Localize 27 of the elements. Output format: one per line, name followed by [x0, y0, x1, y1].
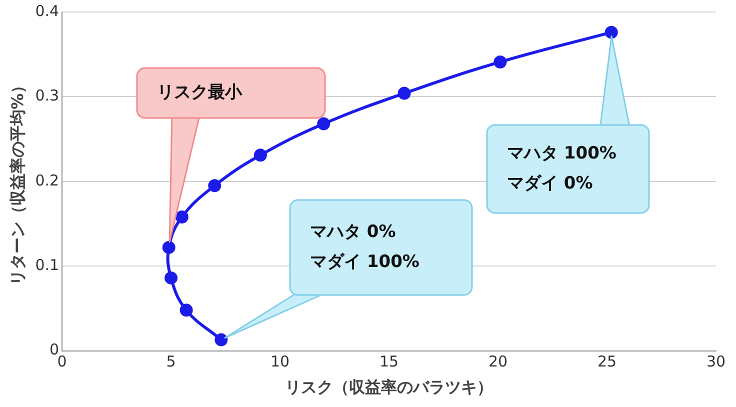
y-tick-label: 0: [50, 340, 60, 359]
y-tick-label: 0.1: [35, 256, 60, 274]
point: [162, 240, 176, 254]
annotation: マハタ 100% マダイ 0%: [507, 144, 616, 194]
point: [214, 333, 228, 346]
annotation: マハタ 0% マダイ 100%: [310, 222, 420, 272]
point: [494, 55, 507, 68]
point: [604, 26, 618, 39]
point: [254, 148, 267, 162]
point: [164, 271, 178, 284]
y-tick-label: 0.2: [35, 171, 60, 190]
point: [208, 179, 222, 192]
y-tick-label: 0.3: [35, 86, 60, 105]
x-tick-label: 15: [379, 352, 399, 371]
point: [180, 304, 193, 317]
x-axis-title: リスク（収益率のバラツキ）: [285, 378, 494, 397]
y-tick-label: 0.4: [35, 2, 60, 20]
x-tick-label: 20: [488, 352, 508, 371]
x-tick-label: 10: [270, 352, 290, 371]
x-tick-label: 25: [597, 352, 617, 371]
annotation: リスク最小: [157, 82, 243, 103]
point: [398, 86, 411, 100]
x-tick-label: 30: [706, 352, 726, 371]
y-axis-title: リターン（収益率の平均%）: [8, 77, 27, 286]
x-tick-label: 5: [166, 352, 176, 371]
point: [175, 210, 188, 224]
point: [317, 117, 330, 130]
